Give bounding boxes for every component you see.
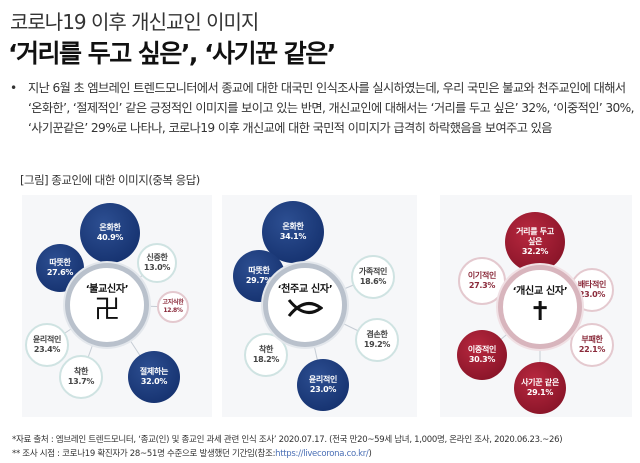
bubble-value: 13.0% — [143, 263, 171, 272]
image-bubble: 겸손한 19.2% — [355, 318, 399, 362]
footnote-period: ** 조사 시점 : 코로나19 확진자가 28~51명 수준으로 발생했던 기… — [12, 447, 372, 459]
image-bubble: 윤리적인 23.4% — [25, 323, 69, 367]
bubble-label: 사기꾼 같은 — [521, 378, 559, 387]
cross-icon: ✝ — [529, 297, 551, 327]
bubble-value: 32.2% — [521, 247, 549, 256]
center-circle: ‘천주교 신자’ — [263, 263, 347, 347]
bubble-label: 신중한 — [146, 253, 168, 262]
bubble-value: 18.6% — [359, 277, 387, 286]
bubble-value: 29.7% — [245, 276, 273, 285]
image-bubble: 절제하는 32.0% — [128, 351, 180, 403]
bubble-label: 따뜻한 — [248, 266, 270, 275]
bubble-label: 따뜻한 — [49, 258, 71, 267]
bullet-dot: • — [10, 81, 17, 95]
bubble-value: 29.1% — [526, 388, 554, 397]
bubble-label: 이기적인 — [467, 271, 497, 280]
bubble-value: 23.0% — [578, 290, 606, 299]
bubble-label: 부패한 — [581, 335, 603, 344]
bubble-label: 윤리적인 — [308, 375, 338, 384]
page-title: ‘거리를 두고 싶은’, ‘사기꾼 같은’ — [8, 39, 336, 68]
bubble-label: 가족적인 — [358, 267, 388, 276]
center-circle: ‘개신교 신자’ ✝ — [498, 265, 582, 349]
bubble-label: 거리를 두고 싶은 — [516, 227, 554, 246]
image-bubble: 온화한 40.9% — [80, 203, 140, 263]
center-label: ‘불교신자’ — [85, 284, 129, 295]
bubble-label: 고지식한 — [162, 299, 184, 306]
bubble-label: 겸손한 — [366, 330, 388, 339]
image-bubble: 온화한 34.1% — [262, 201, 324, 263]
summary-bullet: • 지난 6월 초 엠브레인 트렌드모니터에서 종교에 대한 대국민 인식조사를 … — [10, 78, 635, 138]
image-bubble: 사기꾼 같은 29.1% — [514, 362, 566, 414]
fish-icon — [287, 295, 324, 325]
bubble-value: 18.2% — [252, 355, 280, 364]
image-bubble: 가족적인 18.6% — [351, 255, 395, 299]
footnote-close: ) — [368, 449, 372, 459]
bubble-label: 착한 — [258, 345, 274, 354]
image-bubble: 착한 13.7% — [59, 355, 103, 399]
bubble-value: 40.9% — [96, 233, 124, 242]
manji-icon: 卍 — [94, 295, 120, 325]
bubble-value: 34.1% — [279, 232, 307, 241]
figure-caption: [그림] 종교인에 대한 이미지(중복 응답) — [20, 173, 200, 187]
footnote-source: *자료 출처 : 엠브레인 트렌드모니터, ‘종교(인) 및 종교인 과세 관련… — [12, 435, 563, 445]
bubble-value: 19.2% — [363, 340, 391, 349]
image-bubble: 부패한 22.1% — [570, 323, 614, 367]
bubble-label: 이중적인 — [467, 345, 497, 354]
bubble-value: 13.7% — [67, 377, 95, 386]
image-bubble: 고지식한 12.8% — [157, 291, 189, 323]
image-bubble: 신중한 13.0% — [137, 243, 177, 283]
footnote-period-text: ** 조사 시점 : 코로나19 확진자가 28~51명 수준으로 발생했던 기… — [12, 449, 276, 459]
bubble-label: 윤리적인 — [32, 335, 62, 344]
bubble-value: 12.8% — [163, 307, 183, 314]
bubble-label: 온화한 — [282, 222, 304, 231]
center-circle: ‘불교신자’ 卍 — [65, 263, 149, 347]
bubble-value: 30.3% — [468, 355, 496, 364]
bubble-label: 착한 — [73, 367, 89, 376]
page-subtitle: 코로나19 이후 개신교인 이미지 — [10, 10, 259, 34]
bubble-label: 절제하는 — [139, 367, 169, 376]
image-bubble: 착한 18.2% — [244, 333, 288, 377]
bubble-value: 23.4% — [33, 345, 61, 354]
summary-text: 지난 6월 초 엠브레인 트렌드모니터에서 종교에 대한 대국민 인식조사를 실… — [28, 81, 635, 135]
center-label: ‘천주교 신자’ — [277, 284, 333, 295]
image-bubble: 거리를 두고 싶은 32.2% — [505, 212, 565, 272]
bubble-value: 32.0% — [140, 377, 168, 386]
bubble-label: 온화한 — [99, 223, 121, 232]
center-label: ‘개신교 신자’ — [512, 286, 568, 297]
image-bubble: 윤리적인 23.0% — [297, 359, 349, 411]
bubble-value: 22.1% — [578, 345, 606, 354]
image-bubble: 이중적인 30.3% — [457, 330, 507, 380]
bubble-value: 27.3% — [468, 281, 496, 290]
bubble-value: 23.0% — [309, 385, 337, 394]
source-link[interactable]: https://livecorona.co.kr/ — [275, 449, 369, 459]
bubble-label: 배타적인 — [577, 280, 607, 289]
bubble-value: 27.6% — [46, 268, 74, 277]
